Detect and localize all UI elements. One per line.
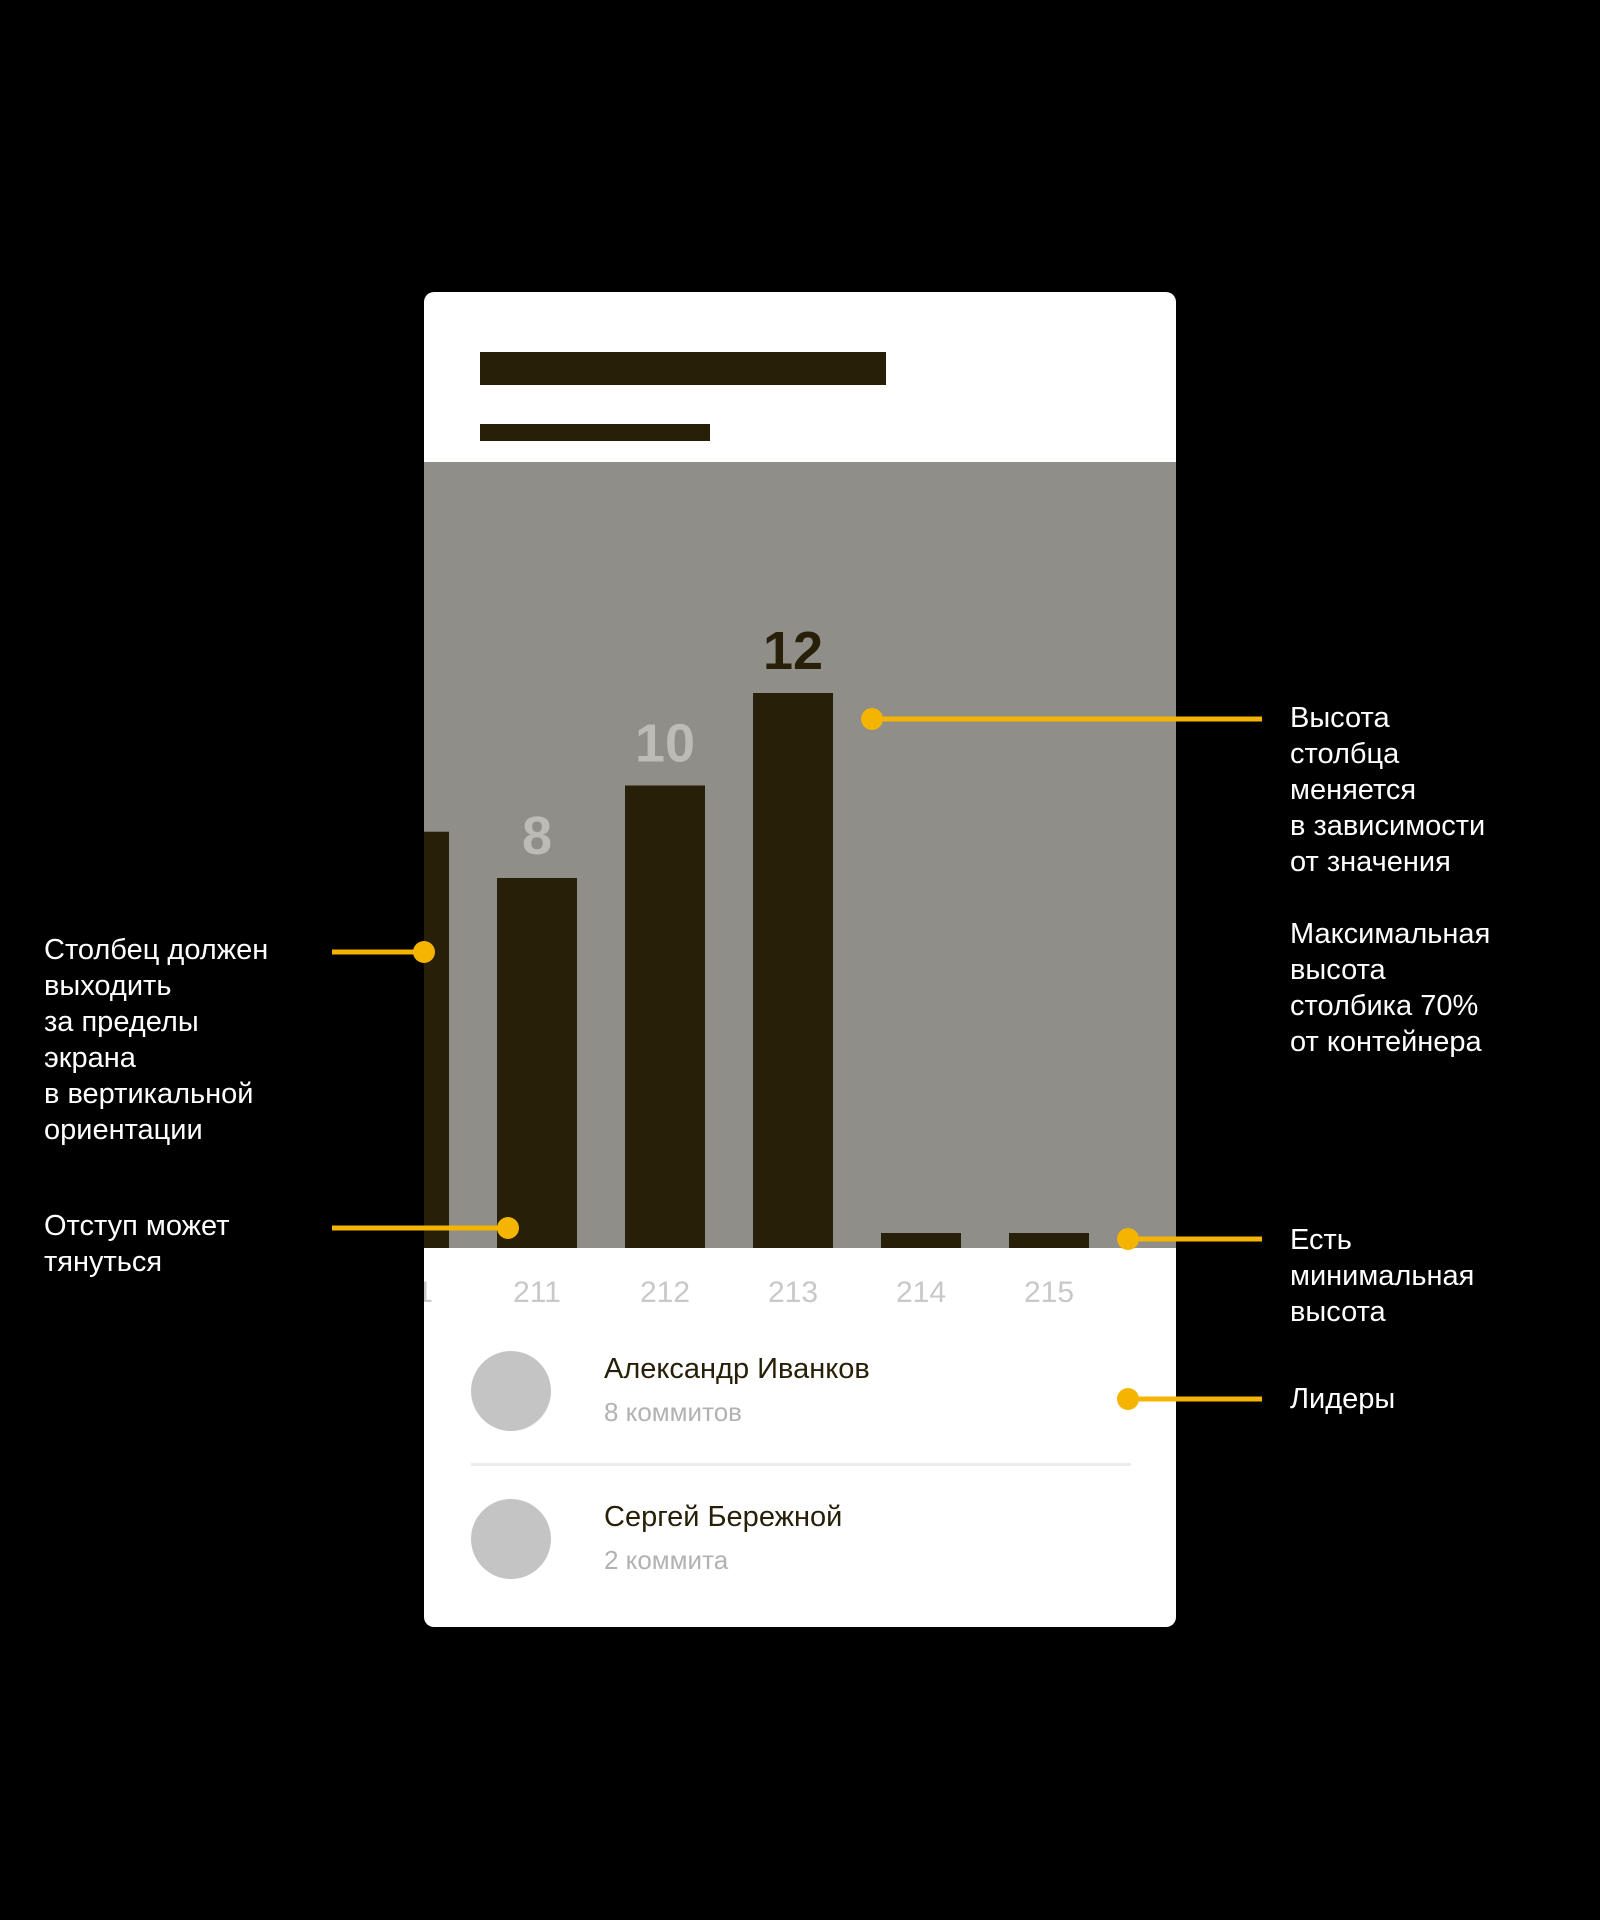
leader-row[interactable]: Александр Иванков 8 коммитов bbox=[471, 1351, 1131, 1431]
chart-value-label: 12 bbox=[763, 621, 823, 681]
chart-bar[interactable] bbox=[424, 831, 449, 1248]
chart-category-label: 212 bbox=[640, 1276, 690, 1309]
chart-value-label: 10 bbox=[635, 714, 695, 774]
avatar bbox=[471, 1499, 551, 1579]
leader-row[interactable]: Сергей Бережной 2 коммита bbox=[471, 1499, 1131, 1579]
annotation-bar-offscreen: Столбец должен выходить за пределы экран… bbox=[44, 934, 269, 1146]
chart-category-label: 211 bbox=[424, 1276, 433, 1309]
avatar bbox=[471, 1351, 551, 1431]
chart-value-label: 8 bbox=[522, 806, 552, 866]
annotation-gap-stretch: Отступ может тянуться bbox=[44, 1210, 230, 1278]
title-placeholder bbox=[480, 352, 886, 385]
chart-bar[interactable] bbox=[1009, 1233, 1089, 1248]
bar-chart: 921182111021212213214215 bbox=[424, 621, 1089, 1309]
annotation-line-bar-offscreen bbox=[332, 941, 435, 963]
chart-area: 921182111021212213214215 bbox=[424, 462, 1176, 1417]
chart-bar[interactable] bbox=[881, 1233, 961, 1248]
leader-commits: 8 коммитов bbox=[604, 1397, 742, 1427]
leader-commits: 2 коммита bbox=[604, 1545, 729, 1575]
phone-card: 921182111021212213214215 Александр Иванк… bbox=[424, 292, 1176, 1627]
chart-bar[interactable] bbox=[753, 693, 833, 1248]
leader-name: Александр Иванков bbox=[604, 1353, 870, 1385]
leader-name: Сергей Бережной bbox=[604, 1501, 843, 1533]
chart-category-label: 213 bbox=[768, 1276, 818, 1309]
chart-category-label: 215 bbox=[1024, 1276, 1074, 1309]
annotation-min-height: Есть минимальная высота bbox=[1290, 1224, 1475, 1328]
subtitle-placeholder bbox=[480, 424, 710, 441]
chart-bar[interactable] bbox=[497, 878, 577, 1248]
divider bbox=[471, 1463, 1131, 1466]
annotation-leaders: Лидеры bbox=[1290, 1383, 1396, 1415]
chart-category-label: 214 bbox=[896, 1276, 946, 1309]
annotation-bar-height: Высота столбца меняется в зависимости от… bbox=[1290, 702, 1486, 878]
annotation-max-height: Максимальная высота столбика 70% от конт… bbox=[1290, 918, 1491, 1058]
chart-bar[interactable] bbox=[625, 785, 705, 1249]
chart-category-label: 211 bbox=[513, 1276, 561, 1309]
